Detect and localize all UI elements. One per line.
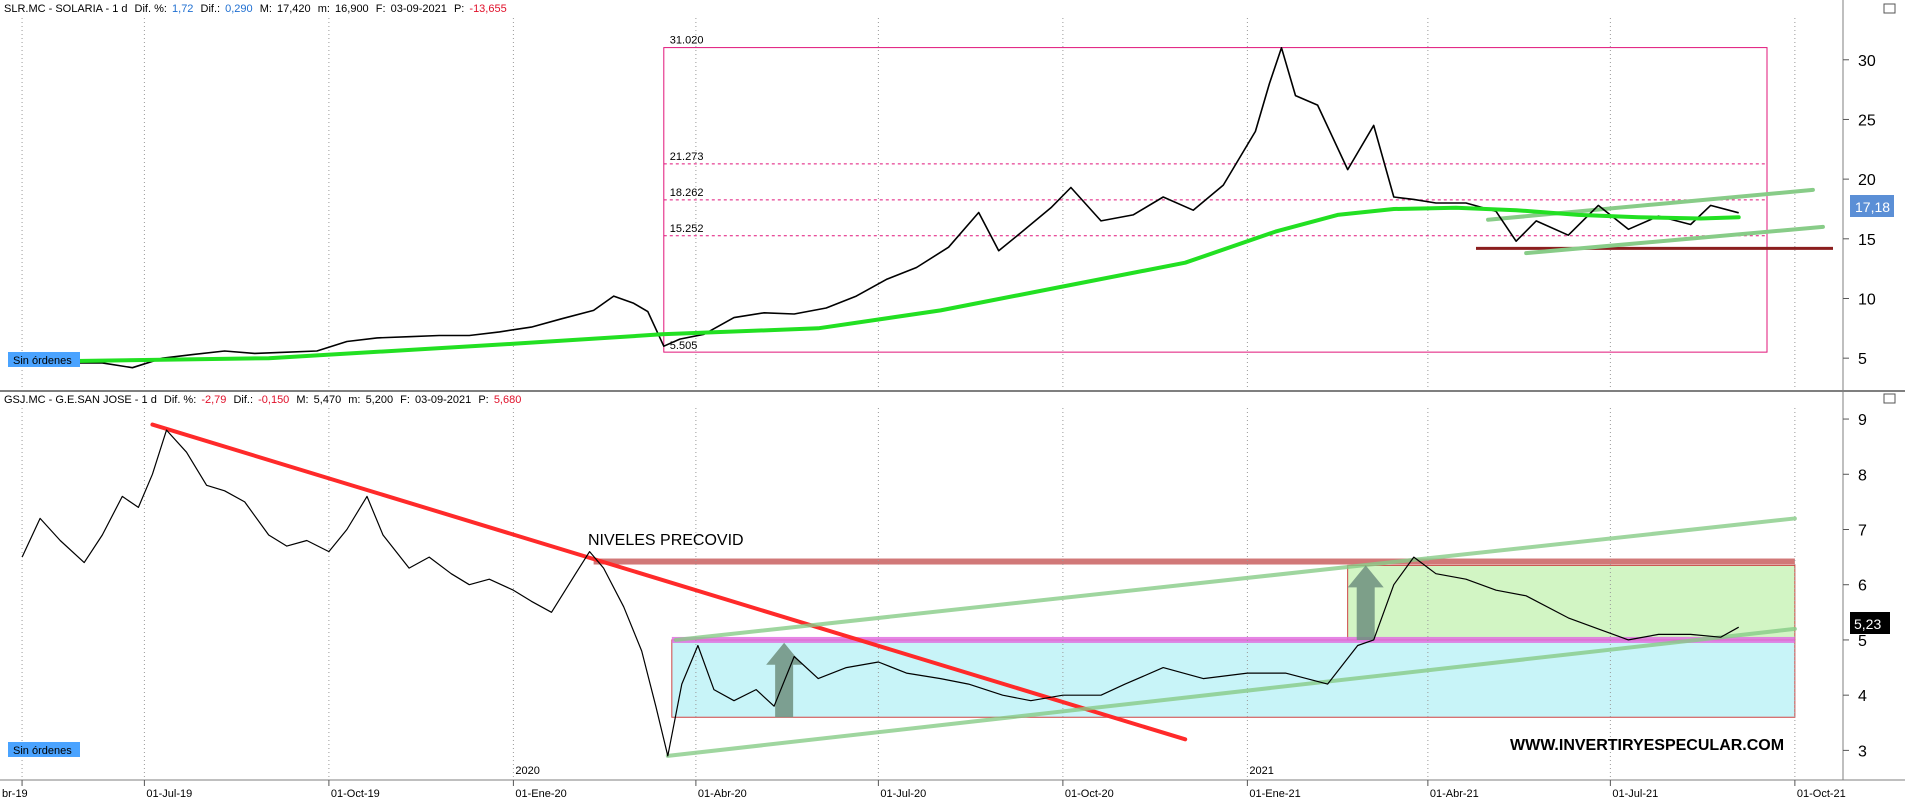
- watermark: WWW.INVERTIRYESPECULAR.COM: [1510, 737, 1784, 754]
- top-trendline: [1524, 224, 1825, 256]
- bottom-y-tick-label: 6: [1858, 578, 1867, 595]
- bottom-green-trendline: [673, 516, 1797, 642]
- fibonacci-level-label: 21.273: [670, 151, 704, 163]
- fibonacci-level-label: 5.505: [670, 340, 698, 352]
- fibonacci-level-label: 15.252: [670, 223, 704, 235]
- bottom-level-band: [671, 636, 1795, 643]
- top-y-tick-label: 5: [1858, 351, 1867, 368]
- top-y-tick-label: 25: [1858, 112, 1876, 129]
- top-last-price-tag: 17,18: [1850, 195, 1894, 217]
- x-tick-label: 01-Jul-19: [146, 788, 192, 800]
- svg-text:Sin órdenes: Sin órdenes: [13, 745, 72, 757]
- top-price-series: [22, 47, 1739, 369]
- bottom-green-trendline: [665, 626, 1797, 758]
- bottom-y-tick-label: 9: [1858, 412, 1867, 429]
- svg-text:Sin órdenes: Sin órdenes: [13, 355, 72, 367]
- bottom-y-tick-label: 3: [1858, 743, 1867, 760]
- top-panel-maximize-icon[interactable]: [1883, 3, 1896, 14]
- top-trendline: [1486, 187, 1815, 222]
- bottom-panel-maximize-icon[interactable]: [1883, 393, 1896, 404]
- x-tick-label: 01-Abr-21: [1430, 788, 1479, 800]
- x-tick-label: 01-Jul-21: [1612, 788, 1658, 800]
- year-marker-label: 2021: [1249, 765, 1273, 777]
- svg-text:17,18: 17,18: [1855, 199, 1890, 215]
- bottom-orders-badge[interactable]: Sin órdenes: [8, 742, 80, 757]
- x-tick-label: 01-Oct-20: [1065, 788, 1114, 800]
- bottom-y-tick-label: 8: [1858, 467, 1867, 484]
- up-arrow-icon: [1347, 565, 1384, 640]
- bottom-zone: [671, 639, 1796, 718]
- x-tick-label: 01-Jul-20: [880, 788, 926, 800]
- bottom-y-tick-label: 4: [1858, 688, 1867, 705]
- bottom-y-tick-label: 5: [1858, 633, 1867, 650]
- x-tick-label: 01-Abr-20: [698, 788, 747, 800]
- top-y-tick-label: 10: [1858, 291, 1876, 308]
- x-tick-label: br-19: [2, 788, 28, 800]
- fibonacci-level-label: 18.262: [670, 187, 704, 199]
- top-y-tick-label: 20: [1858, 172, 1876, 189]
- top-moving-average: [20, 205, 1741, 364]
- bottom-level-band: [593, 558, 1795, 565]
- bottom-last-price-tag: 5,23: [1850, 612, 1890, 634]
- bottom-red-trendline: [150, 422, 1188, 742]
- x-tick-label: 01-Oct-19: [331, 788, 380, 800]
- x-tick-label: 01-Oct-21: [1797, 788, 1846, 800]
- x-tick-label: 01-Ene-20: [515, 788, 566, 800]
- bottom-zone: [1347, 564, 1796, 641]
- bottom-y-tick-label: 7: [1858, 522, 1867, 539]
- bottom-header: GSJ.MC - G.E.SAN JOSE - 1 d Dif. %: -2,7…: [4, 394, 521, 406]
- top-orders-badge[interactable]: Sin órdenes: [8, 352, 80, 367]
- top-header: SLR.MC - SOLARIA - 1 d Dif. %: 1,72 Dif.…: [4, 3, 507, 15]
- year-marker-label: 2020: [515, 765, 539, 777]
- x-tick-label: 01-Ene-21: [1249, 788, 1300, 800]
- top-y-tick-label: 30: [1858, 53, 1876, 70]
- svg-text:5,23: 5,23: [1854, 616, 1881, 632]
- top-panel: [0, 0, 1905, 390]
- annotation-niveles-precovid: NIVELES PRECOVID: [588, 532, 744, 549]
- bottom-price-series: [21, 429, 1739, 757]
- fibonacci-level-label: 31.020: [670, 35, 704, 47]
- top-y-tick-label: 15: [1858, 232, 1876, 249]
